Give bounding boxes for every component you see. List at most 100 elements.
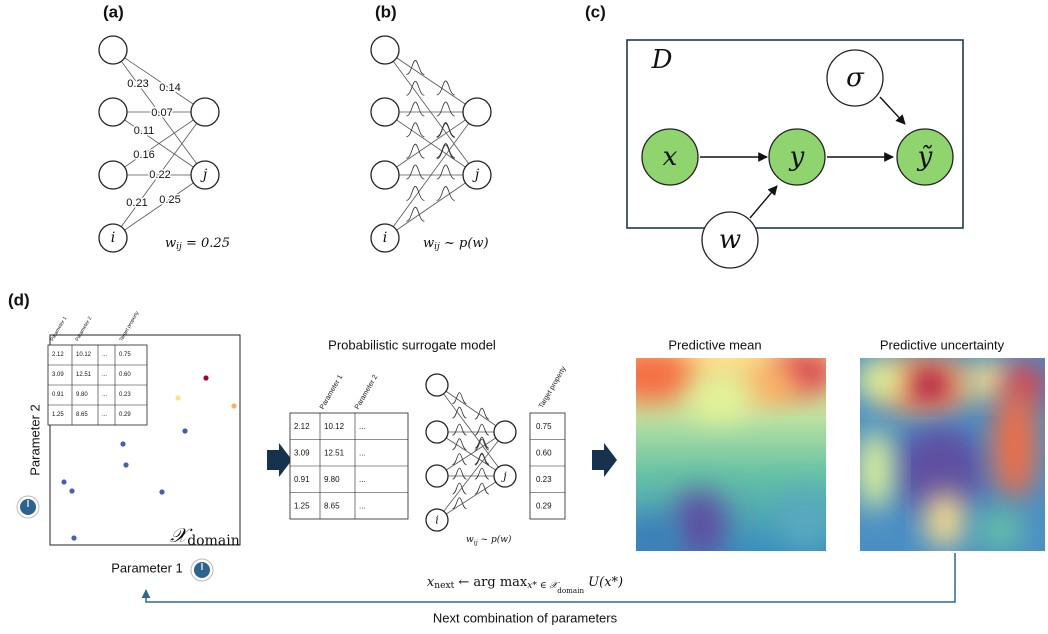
weight-formula: wij ~ p(w) — [466, 534, 512, 546]
connection — [112, 49, 206, 113]
weight-label: 0.14 — [159, 82, 180, 94]
weight-distribution — [436, 144, 455, 160]
neuron — [493, 464, 517, 488]
heatmap-uncertainty — [860, 358, 1045, 551]
formula-part: ← arg max — [454, 575, 528, 590]
sample-point — [182, 428, 188, 434]
weight-distribution — [474, 482, 490, 495]
neuron — [425, 508, 449, 532]
connection — [384, 49, 478, 176]
weight-label: 0.07 — [151, 107, 172, 119]
graph-node — [826, 49, 884, 107]
table-header: Parameter 2 — [354, 374, 379, 411]
table-cell: 0.75 — [536, 422, 552, 431]
weight-label: 0.23 — [127, 78, 148, 90]
neuron — [370, 35, 400, 65]
neuron — [370, 160, 400, 190]
formula-part: = 0.25 — [182, 236, 230, 251]
formula-part: w — [466, 535, 474, 545]
formula-part: x — [427, 575, 435, 590]
heatmap-blob — [780, 490, 826, 550]
table-header: Parameter 2 — [74, 315, 93, 342]
neuron — [462, 160, 492, 190]
table-cell: ... — [359, 448, 366, 457]
table-cell: 2.12 — [52, 352, 64, 358]
connection — [384, 174, 478, 239]
graph-node-label: y — [789, 142, 805, 172]
heatmap-mean — [636, 358, 826, 551]
formula-part: w — [165, 236, 176, 251]
formula-part: ij — [474, 539, 478, 546]
heatmap-blob — [925, 492, 965, 548]
sample-point — [69, 488, 75, 494]
weight-distribution — [452, 392, 467, 405]
weight-label: 0.16 — [133, 149, 154, 161]
table-cell: 0.29 — [536, 501, 552, 510]
formula-part: x* ∈ 𝒳 — [527, 581, 560, 591]
neuron — [370, 97, 400, 127]
node-label: j — [500, 470, 507, 483]
weight-formula: wij ~ p(w) — [423, 236, 489, 252]
table-header: Parameter 1 — [319, 374, 344, 411]
feedback-label: Next combination of parameters — [433, 611, 618, 626]
table-cell: 1.25 — [294, 501, 310, 510]
node-label: i — [111, 230, 115, 246]
sample-point — [123, 462, 129, 468]
heatmap-blob — [636, 515, 680, 551]
sample-point — [203, 375, 209, 381]
weight-distribution — [452, 453, 467, 466]
formula-part: w — [423, 236, 434, 251]
neuron — [370, 223, 400, 253]
table-cell: ... — [359, 422, 366, 431]
table-cell: 0.23 — [119, 392, 131, 398]
panel-label: (b) — [375, 3, 397, 22]
sample-point — [175, 395, 181, 401]
table-cell: ... — [102, 352, 107, 358]
section-title: Probabilistic surrogate model — [328, 338, 496, 353]
table-cell: 0.23 — [536, 475, 552, 484]
table-header: Target property — [118, 310, 140, 343]
formula-part: ij — [176, 242, 182, 252]
flow-arrow — [592, 443, 617, 477]
node-label: i — [383, 230, 387, 246]
connection — [436, 475, 506, 521]
plot-frame — [49, 334, 241, 546]
weight-distribution — [452, 423, 467, 436]
neuron — [98, 223, 128, 253]
connection — [436, 431, 506, 521]
table-cell: ... — [102, 372, 107, 378]
weight-distribution — [452, 406, 467, 419]
heatmap-blob — [903, 369, 953, 401]
weight-distribution — [474, 467, 490, 480]
heatmap-blob — [636, 358, 695, 403]
connection — [112, 49, 206, 176]
weight-distribution — [406, 101, 425, 117]
connection — [436, 431, 506, 477]
weight-distribution — [406, 122, 425, 138]
formula-part: next — [434, 581, 454, 591]
sample-point — [231, 403, 237, 409]
heatmap-blob — [740, 367, 800, 403]
graph-node-label: σ — [846, 63, 865, 93]
neuron — [493, 420, 517, 444]
weight-distribution — [474, 453, 490, 466]
connection — [112, 111, 206, 176]
connection — [436, 384, 506, 433]
neuron — [98, 160, 128, 190]
graph-node — [768, 128, 826, 186]
connection — [384, 49, 478, 113]
neuron — [98, 35, 128, 65]
table-header: Target property — [538, 365, 568, 410]
connection — [112, 111, 206, 239]
weight-distribution — [474, 407, 490, 420]
domain-label: 𝒳domain — [170, 523, 240, 549]
table-cell: 10.12 — [324, 422, 345, 431]
weight-distribution — [406, 186, 425, 201]
section-title: Predictive uncertainty — [880, 338, 1005, 353]
graph-node — [641, 128, 699, 186]
table-cell: ... — [359, 501, 366, 510]
heatmap-blob — [993, 390, 1037, 500]
node-label: j — [472, 167, 480, 183]
panel-label: (d) — [8, 291, 30, 310]
graph-node-label: ỹ — [917, 142, 933, 172]
